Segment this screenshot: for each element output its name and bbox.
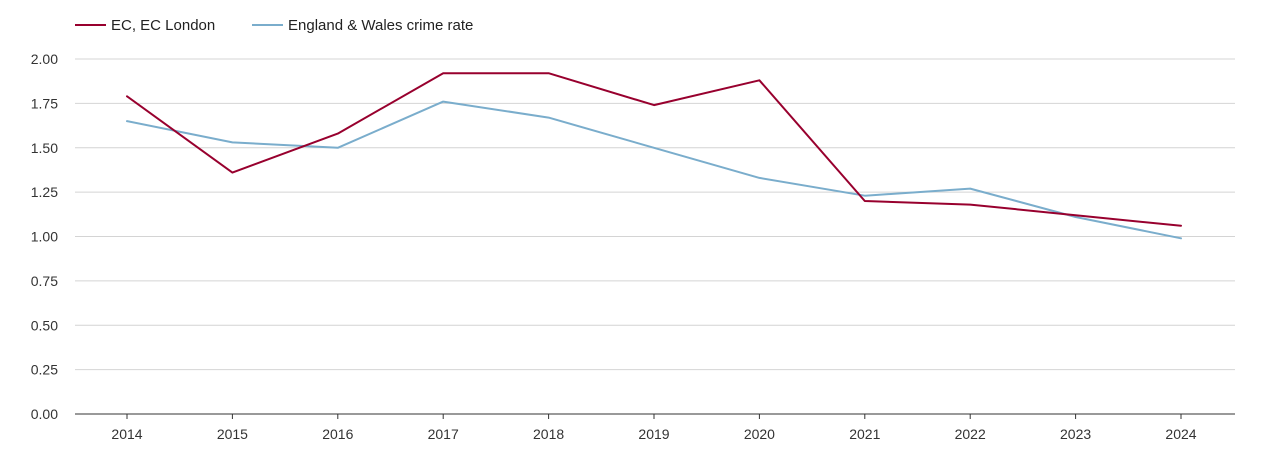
- legend: EC, EC London England & Wales crime rate: [75, 17, 473, 34]
- series-lines: [126, 72, 1182, 240]
- y-tick-label-1.75: 1.75: [31, 95, 58, 111]
- axes: [75, 413, 1235, 419]
- legend-label-2: England & Wales crime rate: [288, 17, 473, 34]
- x-tick-label-2022: 2022: [955, 426, 986, 442]
- gridlines: [75, 58, 1235, 371]
- x-tick-label-2024: 2024: [1165, 426, 1196, 442]
- y-tick-label-0.25: 0.25: [31, 362, 58, 378]
- x-tick-label-2017: 2017: [428, 426, 459, 442]
- legend-label-1: EC, EC London: [111, 17, 215, 34]
- y-tick-label-0.75: 0.75: [31, 273, 58, 289]
- x-tick-label-2016: 2016: [322, 426, 353, 442]
- y-tick-label-2.00: 2.00: [31, 51, 58, 67]
- x-tick-label-2020: 2020: [744, 426, 775, 442]
- y-tick-label-1.25: 1.25: [31, 184, 58, 200]
- x-tick-label-2015: 2015: [217, 426, 248, 442]
- x-axis-tick-labels: 2014 2015 2016 2017 2018 2019 2020 2021 2022 2023…: [111, 426, 1196, 442]
- y-tick-label-1.00: 1.00: [31, 229, 58, 245]
- y-tick-label-0.50: 0.50: [31, 317, 58, 333]
- y-axis-tick-labels: 0.00 0.25 0.50 0.75 1.00 1.25 1.50 1.75 2.00: [31, 51, 58, 422]
- x-tick-label-2021: 2021: [849, 426, 880, 442]
- x-tick-label-2018: 2018: [533, 426, 564, 442]
- y-tick-label-0.00: 0.00: [31, 406, 58, 422]
- x-tick-label-2014: 2014: [111, 426, 142, 442]
- x-tick-label-2019: 2019: [638, 426, 669, 442]
- series-line-1: [126, 72, 1182, 227]
- series-line-2: [126, 100, 1182, 240]
- x-tick-label-2023: 2023: [1060, 426, 1091, 442]
- y-tick-label-1.50: 1.50: [31, 140, 58, 156]
